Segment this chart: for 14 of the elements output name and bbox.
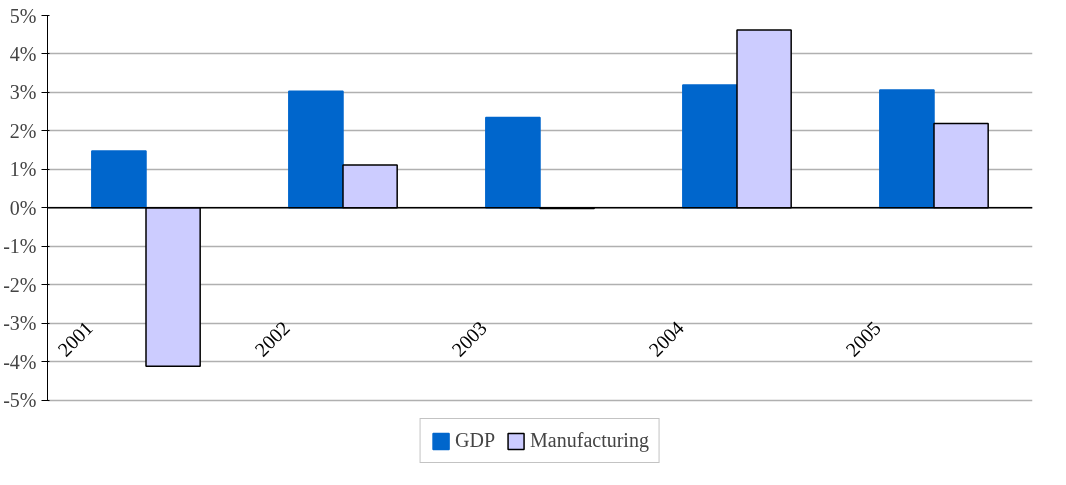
y-tick-label: 5% xyxy=(9,4,37,27)
y-tick-label: 0% xyxy=(9,196,37,219)
y-tick-label: 3% xyxy=(9,81,37,104)
y-tick-label: 2% xyxy=(9,119,37,142)
y-tick-label: 4% xyxy=(9,42,37,65)
legend-label: GDP xyxy=(455,429,496,452)
x-tick-label: 2001 xyxy=(53,316,97,361)
y-tick-label: -3% xyxy=(3,312,37,335)
y-tick-label: -2% xyxy=(3,273,37,296)
legend-label: Manufacturing xyxy=(530,429,649,452)
y-tick-label: -4% xyxy=(3,350,37,373)
y-tick-label: -5% xyxy=(3,389,37,412)
y-tick-label: -1% xyxy=(3,235,37,258)
y-tick-label: 1% xyxy=(9,158,37,181)
